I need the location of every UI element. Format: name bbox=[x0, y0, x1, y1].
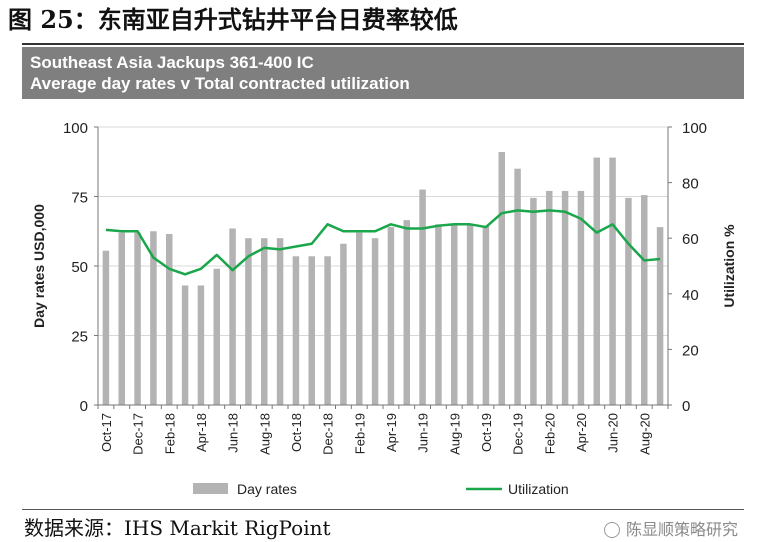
bar bbox=[435, 224, 442, 405]
y-left-tick-label: 0 bbox=[80, 398, 88, 415]
bar bbox=[625, 197, 632, 405]
x-tick-label: Apr-20 bbox=[574, 413, 589, 452]
bar bbox=[276, 238, 284, 405]
y-right-axis-title: Utilization % bbox=[721, 224, 737, 308]
bar bbox=[609, 157, 616, 405]
bar bbox=[261, 238, 268, 405]
x-tick-label: Jun-18 bbox=[226, 413, 241, 453]
bar bbox=[118, 232, 125, 405]
bar bbox=[466, 224, 474, 405]
x-tick-label: Apr-18 bbox=[194, 413, 209, 452]
y-left-axis-title: Day rates USD,000 bbox=[31, 204, 47, 328]
bar bbox=[546, 190, 553, 405]
x-tick-label: Apr-19 bbox=[384, 413, 399, 452]
x-tick-label: Oct-17 bbox=[99, 413, 114, 452]
bar bbox=[197, 285, 205, 405]
bar bbox=[451, 224, 458, 405]
axes bbox=[94, 126, 672, 409]
bottom-rule bbox=[22, 509, 744, 510]
x-tick-label: Aug-20 bbox=[637, 413, 652, 455]
bar-series-day-rates bbox=[102, 152, 664, 405]
legend-label-utilization: Utilization bbox=[508, 481, 569, 497]
bar bbox=[403, 220, 410, 405]
x-tick-label: Oct-19 bbox=[479, 413, 494, 452]
chart-banner: Southeast Asia Jackups 361-400 IC Averag… bbox=[22, 47, 744, 99]
bar bbox=[387, 227, 395, 405]
x-tick-label: Jun-19 bbox=[416, 413, 431, 453]
y-left-tick-label: 100 bbox=[63, 120, 88, 137]
x-tick-label: Jun-20 bbox=[606, 413, 621, 453]
bar bbox=[356, 232, 363, 405]
bar bbox=[134, 232, 141, 405]
utilization-line bbox=[105, 209, 661, 276]
bar bbox=[641, 195, 648, 405]
legend-label-day-rates: Day rates bbox=[237, 481, 297, 497]
y-left-tick-label: 75 bbox=[71, 190, 88, 207]
y-right-tick-label: 100 bbox=[682, 120, 707, 137]
figure-title: 图 25：东南亚自升式钻井平台日费率较低 bbox=[8, 5, 458, 34]
bar bbox=[419, 189, 426, 405]
bar bbox=[482, 225, 490, 405]
x-tick-label: Oct-18 bbox=[289, 413, 304, 452]
bar bbox=[530, 197, 537, 405]
bar bbox=[340, 243, 347, 405]
bar bbox=[656, 227, 664, 405]
watermark-text: 陈显顺策略研究 bbox=[625, 520, 738, 539]
x-tick-label: Dec-18 bbox=[321, 413, 336, 455]
bar bbox=[181, 285, 189, 405]
bar bbox=[150, 231, 157, 405]
line-series-utilization bbox=[105, 209, 661, 276]
source-note: 数据来源：IHS Markit RigPoint bbox=[24, 516, 331, 540]
x-tick-label: Dec-17 bbox=[131, 413, 146, 455]
wechat-icon bbox=[603, 522, 620, 538]
y-right-tick-label: 0 bbox=[682, 398, 690, 415]
x-tick-label: Aug-18 bbox=[257, 413, 272, 455]
x-tick-label: Dec-19 bbox=[511, 413, 526, 455]
y-left-tick-label: 50 bbox=[71, 259, 88, 276]
banner-line-2: Average day rates v Total contracted uti… bbox=[30, 74, 410, 93]
x-tick-label: Aug-19 bbox=[447, 413, 462, 455]
y-right-tick-label: 40 bbox=[682, 287, 699, 304]
bar bbox=[561, 190, 569, 405]
bar bbox=[213, 268, 220, 405]
bar bbox=[292, 256, 300, 405]
y-right-tick-label: 60 bbox=[682, 231, 699, 248]
title-rule bbox=[22, 43, 744, 45]
legend-swatch-day-rates bbox=[193, 483, 228, 494]
bar bbox=[498, 152, 505, 405]
bar bbox=[514, 168, 521, 405]
axis-labels: 0 25 50 75 100 0 20 40 60 80 100 Oct-17 Dec-17 Feb-18… bbox=[31, 120, 737, 455]
bar bbox=[102, 250, 110, 405]
chart-area: 0 25 50 75 100 0 20 40 60 80 100 Oct-17 Dec-17 Feb-18… bbox=[31, 120, 737, 497]
x-tick-label: Feb-18 bbox=[162, 413, 177, 454]
bar bbox=[229, 228, 236, 405]
gridlines bbox=[98, 126, 668, 336]
y-right-tick-label: 80 bbox=[682, 176, 699, 193]
watermark: 陈显顺策略研究 bbox=[603, 516, 738, 540]
bar bbox=[324, 256, 331, 405]
x-tick-label: Feb-20 bbox=[542, 413, 557, 454]
y-left-tick-label: 25 bbox=[71, 329, 88, 346]
x-tick-label: Feb-19 bbox=[352, 413, 367, 454]
bar bbox=[593, 157, 600, 405]
legend: Day rates Utilization bbox=[193, 481, 569, 497]
banner-line-1: Southeast Asia Jackups 361-400 IC bbox=[30, 53, 314, 72]
bar bbox=[245, 238, 252, 405]
bar bbox=[308, 256, 315, 405]
bar bbox=[577, 190, 585, 405]
y-right-tick-label: 20 bbox=[682, 342, 699, 359]
bar bbox=[166, 234, 173, 405]
bar bbox=[371, 238, 379, 405]
